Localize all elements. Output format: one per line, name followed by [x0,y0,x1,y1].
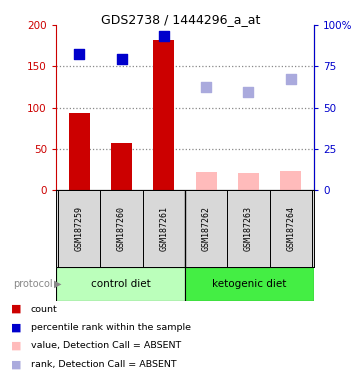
Text: rank, Detection Call = ABSENT: rank, Detection Call = ABSENT [31,360,176,369]
Point [245,89,251,95]
Text: value, Detection Call = ABSENT: value, Detection Call = ABSENT [31,341,181,351]
Point [119,56,125,62]
Text: count: count [31,305,57,314]
Text: protocol: protocol [13,279,52,289]
Point [76,51,82,57]
Point [288,76,294,82]
Text: control diet: control diet [91,279,151,289]
Bar [69,113,90,190]
Text: GSM187261: GSM187261 [159,206,168,251]
Text: GDS2738 / 1444296_a_at: GDS2738 / 1444296_a_at [101,13,260,26]
Text: GSM187262: GSM187262 [202,206,211,251]
Bar [238,173,259,190]
Bar [185,267,314,301]
Bar [280,171,301,190]
Bar [111,143,132,190]
Text: GSM187259: GSM187259 [75,206,84,251]
Point [161,33,167,39]
Bar [196,172,217,190]
Text: GSM187260: GSM187260 [117,206,126,251]
Bar [56,267,185,301]
Text: ■: ■ [11,359,21,369]
Text: percentile rank within the sample: percentile rank within the sample [31,323,191,332]
Bar [58,190,100,267]
Text: ■: ■ [11,323,21,333]
Bar [153,40,174,190]
Bar [185,190,227,267]
Text: ■: ■ [11,304,21,314]
Bar [100,190,143,267]
Text: ■: ■ [11,341,21,351]
Bar [227,190,270,267]
Bar [270,190,312,267]
Text: GSM187263: GSM187263 [244,206,253,251]
Text: ▶: ▶ [54,279,62,289]
Point [203,84,209,90]
Bar [143,190,185,267]
Text: GSM187264: GSM187264 [286,206,295,251]
Text: ketogenic diet: ketogenic diet [212,279,287,289]
